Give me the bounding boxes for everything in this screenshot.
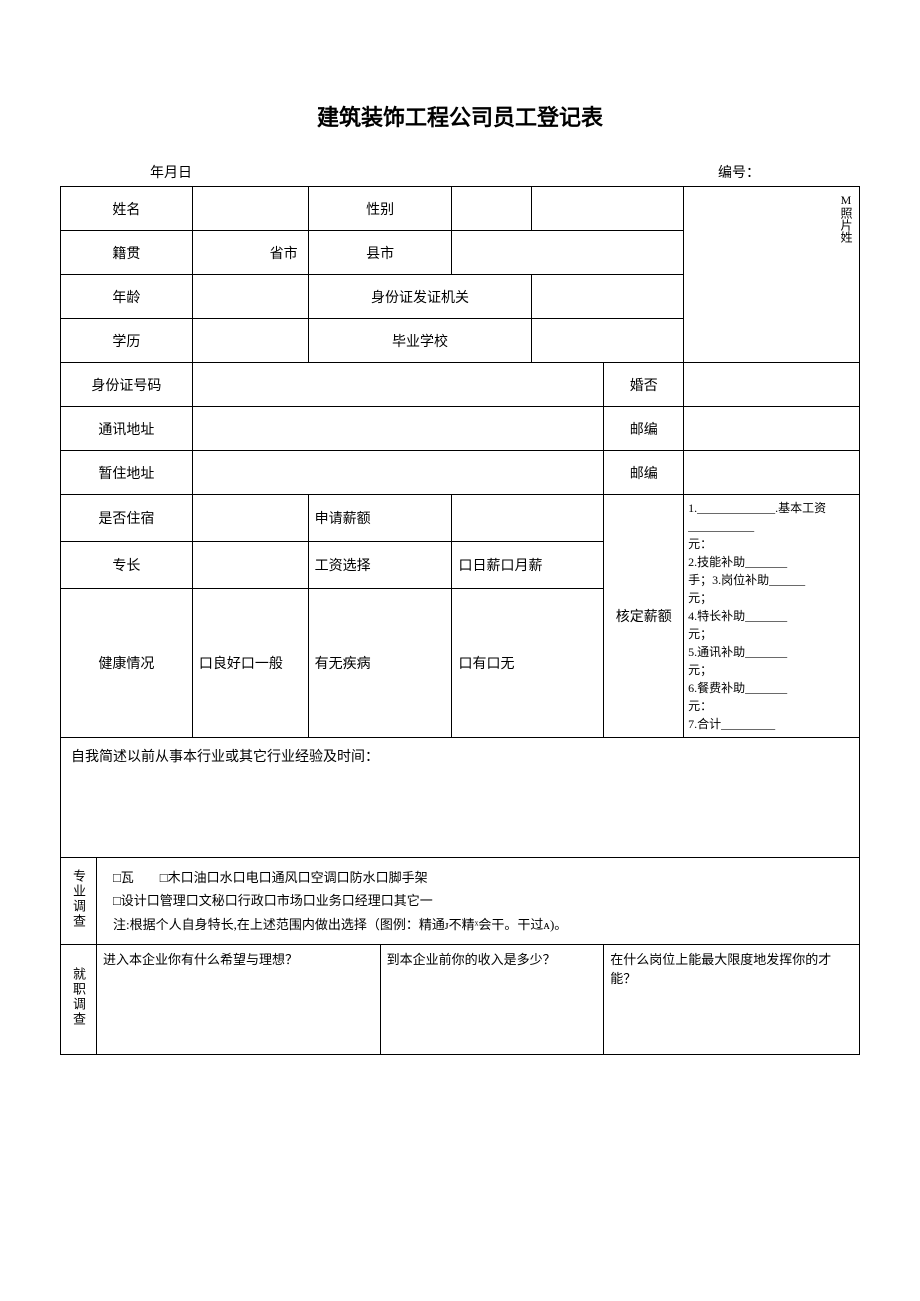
dormitory-label: 是否住宿 [61, 495, 193, 542]
salary-line-2: 2.技能补助_______ [688, 553, 855, 571]
photo-area: M照片姓 [684, 187, 860, 363]
form-title: 建筑装饰工程公司员工登记表 [60, 100, 860, 132]
header-row: 年月日 编号： [60, 162, 860, 186]
gender-input[interactable] [452, 187, 532, 231]
table-row: 通讯地址 邮编 [61, 407, 860, 451]
job-survey-label: 就职调查 [61, 945, 97, 1055]
salary-line-5: 5.通讯补助_______ [688, 643, 855, 661]
salary-line-3: 元； [688, 589, 855, 607]
temp-address-label: 暂住地址 [61, 451, 193, 495]
marital-input[interactable] [684, 363, 860, 407]
table-row: 身份证号码 婚否 [61, 363, 860, 407]
self-desc-cell[interactable]: 自我简述以前从事本行业或其它行业经验及时间： [61, 738, 860, 858]
salary-line-1: 1._____________.基本工资___________ [688, 499, 855, 535]
id-issuer-label: 身份证发证机关 [308, 275, 532, 319]
salary-line-6b: 元： [688, 697, 855, 715]
dormitory-input[interactable] [192, 495, 308, 542]
specialty-input[interactable] [192, 541, 308, 588]
table-row: 专业调查 □瓦 □木口油口水口电口通风口空调口防水口脚手架 □设计口管理口文秘口… [61, 858, 860, 945]
table-row: 是否住宿 申请薪额 核定薪额 1._____________.基本工资_____… [61, 495, 860, 542]
temp-address-input[interactable] [192, 451, 603, 495]
name-input[interactable] [192, 187, 308, 231]
address-label: 通讯地址 [61, 407, 193, 451]
salary-line-4b: 元； [688, 625, 855, 643]
disease-options[interactable]: 口有口无 [452, 588, 604, 737]
salary-line-1b: 元： [688, 535, 855, 553]
blank-cell [532, 187, 684, 231]
serial-label: 编号： [718, 162, 760, 182]
salary-line-7: 7.合计_________ [688, 715, 855, 733]
postcode-input[interactable] [684, 407, 860, 451]
marital-label: 婚否 [604, 363, 684, 407]
province-label: 省市 [192, 231, 308, 275]
q3-cell[interactable]: 在什么岗位上能最大限度地发挥你的才能？ [604, 945, 860, 1055]
salary-options[interactable]: 口日薪口月薪 [452, 541, 604, 588]
county-label: 县市 [308, 231, 452, 275]
disease-label: 有无疾病 [308, 588, 452, 737]
age-label: 年龄 [61, 275, 193, 319]
native-place-input[interactable] [452, 231, 684, 275]
postcode-label: 邮编 [604, 407, 684, 451]
q1-label: 进入本企业你有什么希望与理想？ [103, 952, 298, 967]
registration-table: 姓名 性别 M照片姓 籍贯 省市 县市 年龄 身份证发证机关 学历 毕业学校 身… [60, 186, 860, 1055]
school-label: 毕业学校 [308, 319, 532, 363]
prof-survey-label: 专业调查 [61, 858, 97, 945]
name-label: 姓名 [61, 187, 193, 231]
id-issuer-input[interactable] [532, 275, 684, 319]
date-label: 年月日 [150, 162, 192, 182]
table-row: 就职调查 进入本企业你有什么希望与理想？ 到本企业前你的收入是多少？ 在什么岗位… [61, 945, 860, 1055]
q1-cell[interactable]: 进入本企业你有什么希望与理想？ [96, 945, 380, 1055]
education-label: 学历 [61, 319, 193, 363]
health-label: 健康情况 [61, 588, 193, 737]
salary-choice-label: 工资选择 [308, 541, 452, 588]
approved-salary-label: 核定薪额 [604, 495, 684, 738]
q3-label: 在什么岗位上能最大限度地发挥你的才能？ [610, 952, 831, 986]
school-input[interactable] [532, 319, 684, 363]
q2-cell[interactable]: 到本企业前你的收入是多少？ [380, 945, 604, 1055]
salary-detail: 1._____________.基本工资___________ 元： 2.技能补… [684, 495, 860, 738]
photo-label: M照片姓 [838, 193, 855, 243]
salary-line-4: 4.特长补助_______ [688, 607, 855, 625]
health-options[interactable]: 口良好口一般 [192, 588, 308, 737]
specialty-label: 专长 [61, 541, 193, 588]
table-row: 自我简述以前从事本行业或其它行业经验及时间： [61, 738, 860, 858]
apply-salary-input[interactable] [452, 495, 604, 542]
salary-line-6: 6.餐费补助_______ [688, 679, 855, 697]
apply-salary-label: 申请薪额 [308, 495, 452, 542]
prof-line-2: □设计口管理口文秘口行政口市场口业务口经理口其它一 [113, 889, 843, 912]
salary-line-5b: 元； [688, 661, 855, 679]
education-input[interactable] [192, 319, 308, 363]
native-place-label: 籍贯 [61, 231, 193, 275]
id-number-label: 身份证号码 [61, 363, 193, 407]
q2-label: 到本企业前你的收入是多少？ [387, 952, 556, 967]
prof-survey-content[interactable]: □瓦 □木口油口水口电口通风口空调口防水口脚手架 □设计口管理口文秘口行政口市场… [96, 858, 859, 945]
postcode-input-2[interactable] [684, 451, 860, 495]
prof-note: 注:根据个人自身特长,在上述范围内做出选择（图例：精通ᴊ不精ˣ会干。干过ᴀ)。 [113, 913, 843, 936]
prof-line-1: □瓦 □木口油口水口电口通风口空调口防水口脚手架 [113, 866, 843, 889]
salary-line-2b: 手；3.岗位补助______ [688, 571, 855, 589]
self-desc-label: 自我简述以前从事本行业或其它行业经验及时间： [71, 750, 379, 765]
gender-label: 性别 [308, 187, 452, 231]
age-input[interactable] [192, 275, 308, 319]
postcode-label-2: 邮编 [604, 451, 684, 495]
table-row: 暂住地址 邮编 [61, 451, 860, 495]
address-input[interactable] [192, 407, 603, 451]
id-number-input[interactable] [192, 363, 603, 407]
table-row: 姓名 性别 M照片姓 [61, 187, 860, 231]
